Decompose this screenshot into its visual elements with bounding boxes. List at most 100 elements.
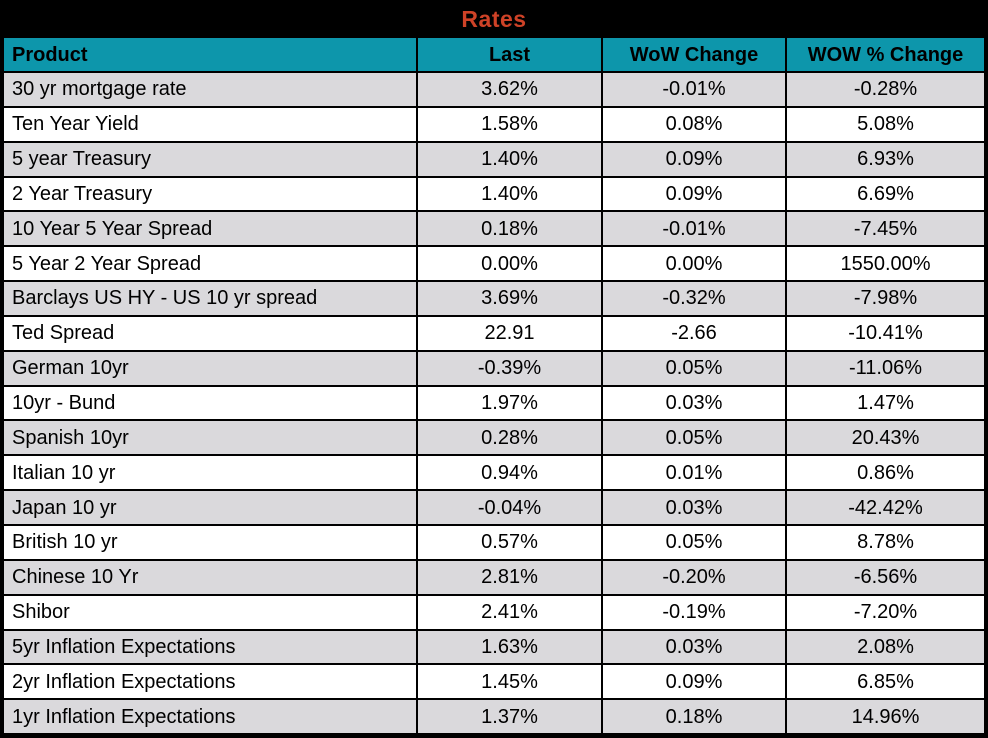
cell-wow-pct-change: -7.45% bbox=[853, 217, 918, 240]
table-row: 30 yr mortgage rate 3.62% -0.01% -0.28% bbox=[4, 71, 984, 106]
table-row: Barclays US HY - US 10 yr spread 3.69% -0.… bbox=[4, 280, 984, 315]
table-row: 5 Year 2 Year Spread 0.00% 0.00% 1550.00% bbox=[4, 245, 984, 281]
cell-wow-change: -0.01% bbox=[603, 212, 787, 246]
column-header-last: Last bbox=[418, 38, 603, 71]
cell-last: 1.40% bbox=[418, 142, 603, 176]
cell-last: 2.81% bbox=[418, 560, 603, 594]
cell-product: 10 Year 5 Year Spread bbox=[4, 212, 418, 246]
cell-product: 2 Year Treasury bbox=[4, 177, 418, 211]
cell-last: 1.63% bbox=[418, 630, 603, 664]
cell-wow-change: -0.19% bbox=[603, 595, 787, 629]
cell-last: 1.45% bbox=[418, 665, 603, 699]
cell-last: 1.37% bbox=[418, 700, 603, 734]
column-header-wow-pct-change: WOW % Change bbox=[807, 43, 964, 66]
cell-wow-pct-change: 1550.00% bbox=[840, 252, 931, 275]
cell-last: 1.97% bbox=[418, 386, 603, 420]
cell-product: Japan 10 yr bbox=[4, 491, 418, 524]
table-row: Ten Year Yield 1.58% 0.08% 5.08% bbox=[4, 105, 984, 141]
table-body: 30 yr mortgage rate 3.62% -0.01% -0.28% Ten … bbox=[4, 71, 984, 734]
cell-last: 0.18% bbox=[418, 212, 603, 246]
cell-last: 0.00% bbox=[418, 247, 603, 281]
cell-product: German 10yr bbox=[4, 351, 418, 385]
cell-product: Ted Spread bbox=[4, 316, 418, 350]
cell-last: -0.04% bbox=[418, 491, 603, 524]
cell-last: 3.69% bbox=[418, 282, 603, 315]
cell-wow-pct-change: -0.28% bbox=[853, 78, 918, 101]
cell-product: Italian 10 yr bbox=[4, 456, 418, 490]
cell-wow-pct-change: 14.96% bbox=[851, 705, 920, 728]
cell-wow-change: 0.09% bbox=[603, 665, 787, 699]
cell-wow-pct-change: 8.78% bbox=[857, 531, 914, 554]
table-row: Ted Spread 22.91 -2.66 -10.41% bbox=[4, 314, 984, 350]
cell-last: 22.91 bbox=[418, 316, 603, 350]
cell-wow-change: 0.09% bbox=[603, 142, 787, 176]
cell-last: 0.57% bbox=[418, 525, 603, 559]
cell-wow-pct-change: 2.08% bbox=[857, 635, 914, 658]
cell-wow-pct-change: 0.86% bbox=[857, 461, 914, 484]
cell-wow-pct-change: -42.42% bbox=[848, 496, 923, 519]
table-row: Spanish 10yr 0.28% 0.05% 20.43% bbox=[4, 419, 984, 455]
cell-wow-pct-change: 6.85% bbox=[857, 670, 914, 693]
cell-product: Spanish 10yr bbox=[4, 421, 418, 455]
cell-wow-pct-change: -6.56% bbox=[853, 566, 918, 589]
cell-product: Barclays US HY - US 10 yr spread bbox=[4, 282, 418, 315]
table-row: Japan 10 yr -0.04% 0.03% -42.42% bbox=[4, 489, 984, 524]
cell-last: 2.41% bbox=[418, 595, 603, 629]
cell-product: Shibor bbox=[4, 595, 418, 629]
cell-last: 1.40% bbox=[418, 177, 603, 211]
cell-wow-change: 0.03% bbox=[603, 630, 787, 664]
cell-product: 1yr Inflation Expectations bbox=[4, 700, 418, 734]
cell-wow-pct-change: 20.43% bbox=[851, 426, 920, 449]
cell-wow-change: 0.03% bbox=[603, 491, 787, 524]
table-row: 10yr - Bund 1.97% 0.03% 1.47% bbox=[4, 384, 984, 420]
cell-wow-change: 0.05% bbox=[603, 421, 787, 455]
cell-product: 30 yr mortgage rate bbox=[4, 73, 418, 106]
column-header-product: Product bbox=[4, 38, 418, 71]
cell-last: 1.58% bbox=[418, 107, 603, 141]
cell-last: 0.94% bbox=[418, 456, 603, 490]
cell-last: -0.39% bbox=[418, 351, 603, 385]
cell-wow-change: 0.18% bbox=[603, 700, 787, 734]
cell-wow-change: 0.01% bbox=[603, 456, 787, 490]
table-row: 1yr Inflation Expectations 1.37% 0.18% 14.9… bbox=[4, 698, 984, 734]
table-row: 2 Year Treasury 1.40% 0.09% 6.69% bbox=[4, 175, 984, 211]
cell-wow-change: -0.20% bbox=[603, 560, 787, 594]
column-header-wow-change: WoW Change bbox=[603, 38, 787, 71]
cell-wow-pct-change: -7.98% bbox=[853, 287, 918, 310]
table-row: 5yr Inflation Expectations 1.63% 0.03% 2.08… bbox=[4, 628, 984, 664]
table-row: German 10yr -0.39% 0.05% -11.06% bbox=[4, 349, 984, 385]
cell-wow-pct-change: -11.06% bbox=[848, 357, 922, 380]
cell-product: Chinese 10 Yr bbox=[4, 560, 418, 594]
cell-wow-pct-change: 6.69% bbox=[857, 182, 914, 205]
cell-wow-pct-change: 5.08% bbox=[857, 113, 914, 136]
table-title-bar: Rates bbox=[4, 0, 984, 38]
cell-product: British 10 yr bbox=[4, 525, 418, 559]
table-row: Shibor 2.41% -0.19% -7.20% bbox=[4, 593, 984, 629]
cell-product: 5yr Inflation Expectations bbox=[4, 630, 418, 664]
table-row: 10 Year 5 Year Spread 0.18% -0.01% -7.45% bbox=[4, 210, 984, 246]
table-row: British 10 yr 0.57% 0.05% 8.78% bbox=[4, 523, 984, 559]
cell-wow-pct-change: 1.47% bbox=[857, 392, 914, 415]
cell-product: 5 year Treasury bbox=[4, 142, 418, 176]
table-row: 2yr Inflation Expectations 1.45% 0.09% 6.85… bbox=[4, 663, 984, 699]
cell-wow-change: -0.32% bbox=[603, 282, 787, 315]
cell-wow-change: 0.03% bbox=[603, 386, 787, 420]
cell-wow-change: 0.08% bbox=[603, 107, 787, 141]
cell-wow-pct-change: -10.41% bbox=[848, 322, 923, 345]
table-header-row: Product Last WoW Change WOW % Change bbox=[4, 38, 984, 71]
cell-last: 3.62% bbox=[418, 73, 603, 106]
cell-wow-change: 0.00% bbox=[603, 247, 787, 281]
table-row: Italian 10 yr 0.94% 0.01% 0.86% bbox=[4, 454, 984, 490]
table-row: Chinese 10 Yr 2.81% -0.20% -6.56% bbox=[4, 558, 984, 594]
cell-wow-pct-change: 6.93% bbox=[857, 148, 914, 171]
cell-product: 2yr Inflation Expectations bbox=[4, 665, 418, 699]
table-row: 5 year Treasury 1.40% 0.09% 6.93% bbox=[4, 140, 984, 176]
cell-wow-change: -2.66 bbox=[603, 316, 787, 350]
cell-product: 10yr - Bund bbox=[4, 386, 418, 420]
cell-last: 0.28% bbox=[418, 421, 603, 455]
cell-product: Ten Year Yield bbox=[4, 107, 418, 141]
cell-product: 5 Year 2 Year Spread bbox=[4, 247, 418, 281]
cell-wow-change: -0.01% bbox=[603, 73, 787, 106]
cell-wow-change: 0.09% bbox=[603, 177, 787, 211]
